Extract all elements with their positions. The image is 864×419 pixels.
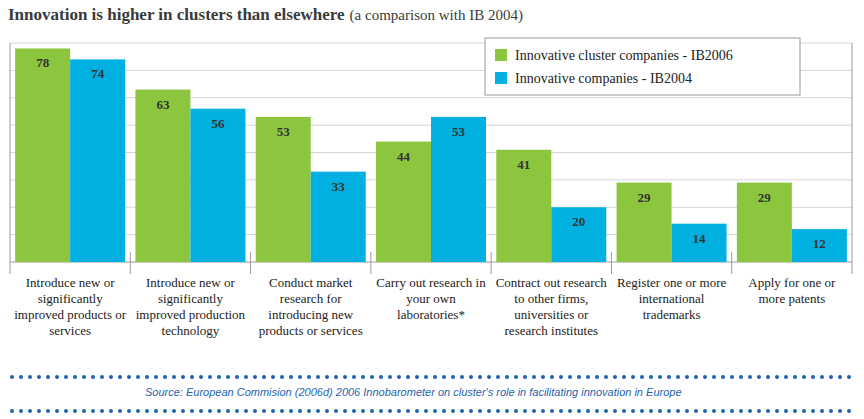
data-label: 12 bbox=[813, 236, 826, 251]
category-label: Conduct marketresearch forintroducing ne… bbox=[259, 275, 363, 338]
chart-container: Innovation is higher in clusters than el… bbox=[0, 0, 864, 419]
bar bbox=[737, 183, 792, 262]
data-label: 29 bbox=[638, 190, 652, 205]
bar bbox=[551, 207, 606, 262]
bar bbox=[672, 224, 727, 262]
axis-line bbox=[852, 43, 853, 274]
source: Source: European Commision (2006d) 2006 … bbox=[145, 386, 682, 398]
dotted-rule bbox=[12, 375, 850, 379]
data-label: 53 bbox=[452, 124, 466, 139]
data-label: 14 bbox=[693, 231, 707, 246]
category-separator bbox=[250, 252, 251, 274]
category-label: Apply for one ormore patents bbox=[748, 275, 836, 306]
bar bbox=[190, 109, 245, 262]
category-separator bbox=[611, 252, 612, 274]
axis-line bbox=[10, 43, 11, 274]
category-label: Register one or moreinternationaltradema… bbox=[617, 275, 727, 322]
data-label: 44 bbox=[397, 149, 411, 164]
category-label: Contract out researchto other firms,univ… bbox=[496, 275, 608, 338]
data-label: 56 bbox=[211, 116, 225, 131]
title-line: Innovation is higher in clusters than el… bbox=[8, 5, 523, 24]
category-separator bbox=[731, 252, 732, 274]
chart-svg: Innovation is higher in clusters than el… bbox=[0, 0, 864, 419]
bar bbox=[792, 229, 847, 262]
data-label: 20 bbox=[572, 214, 585, 229]
legend-swatch bbox=[495, 72, 507, 84]
category-label: Carry out research inyour ownlaboratorie… bbox=[376, 275, 486, 322]
data-label: 29 bbox=[758, 190, 772, 205]
data-label: 53 bbox=[277, 124, 291, 139]
dotted-rule bbox=[12, 409, 850, 413]
category-label: Introduce new orsignificantlyimproved pr… bbox=[14, 275, 127, 338]
category-label: Introduce new orsignificantlyimproved pr… bbox=[136, 275, 246, 338]
data-label: 33 bbox=[332, 179, 346, 194]
legend-label: Innovative cluster companies - IB2006 bbox=[515, 48, 733, 63]
bar bbox=[135, 90, 190, 262]
bar bbox=[311, 172, 366, 262]
data-label: 41 bbox=[517, 157, 530, 172]
legend-swatch bbox=[495, 49, 507, 61]
bar bbox=[70, 59, 125, 262]
category-separator bbox=[130, 252, 131, 274]
data-label: 78 bbox=[36, 55, 50, 70]
category-separator bbox=[370, 252, 371, 274]
data-label: 74 bbox=[91, 66, 105, 81]
legend-box bbox=[485, 38, 800, 95]
bar bbox=[496, 150, 551, 262]
data-label: 63 bbox=[156, 97, 170, 112]
category-separator bbox=[491, 252, 492, 274]
subtitle: (a comparison with IB 2004) bbox=[350, 7, 523, 24]
title: Innovation is higher in clusters than el… bbox=[8, 5, 345, 24]
bar bbox=[256, 117, 311, 262]
legend: Innovative cluster companies - IB2006 Inn… bbox=[485, 38, 800, 95]
bar bbox=[376, 142, 431, 262]
bar bbox=[617, 183, 672, 262]
bar bbox=[431, 117, 486, 262]
legend-label: Innovative companies - IB2004 bbox=[515, 71, 692, 86]
bar bbox=[15, 48, 70, 262]
